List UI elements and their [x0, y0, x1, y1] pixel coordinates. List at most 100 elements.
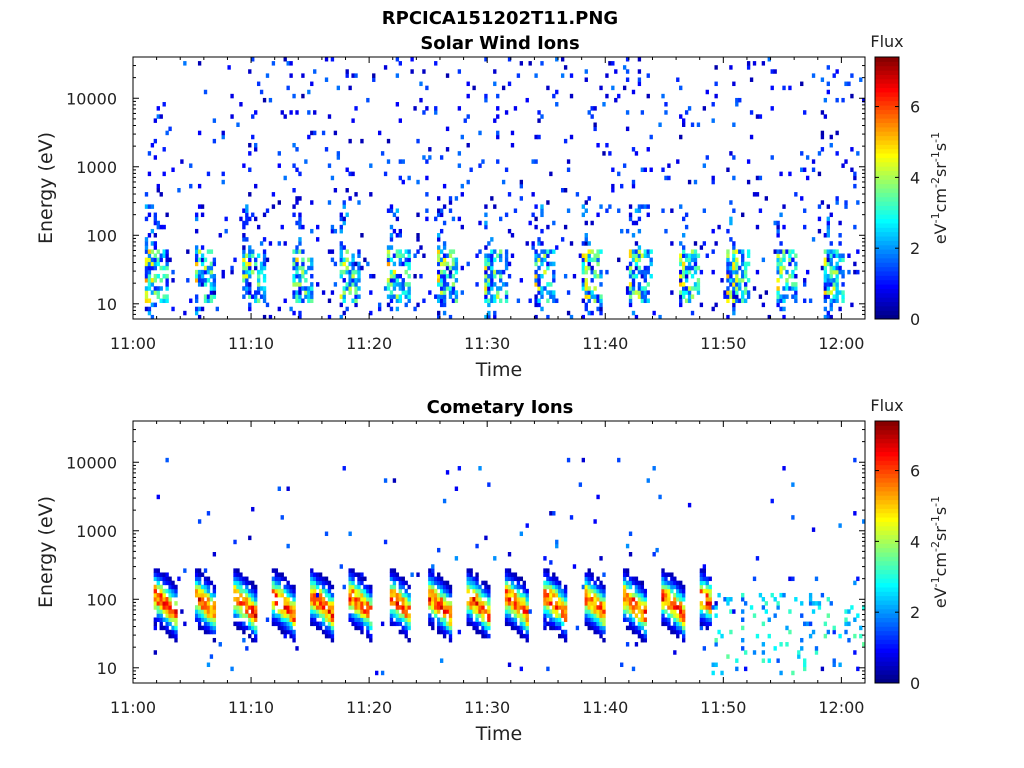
heatmap-cell — [664, 592, 668, 598]
heatmap-cell — [289, 617, 293, 622]
heatmap-cell — [820, 200, 825, 205]
heatmap-cell — [622, 580, 627, 586]
heatmap-cell — [342, 261, 346, 267]
heatmap-cell — [437, 237, 441, 242]
heatmap-cell — [805, 269, 810, 275]
heatmap-cell — [746, 261, 751, 267]
heatmap-cell — [280, 629, 284, 635]
heatmap-cell — [484, 290, 488, 295]
heatmap-cell — [676, 592, 680, 598]
colorbar-segment — [875, 591, 899, 597]
heatmap-cell — [345, 249, 349, 254]
heatmap-cell — [487, 609, 491, 614]
heatmap-cell — [808, 601, 813, 606]
colorbar-segment — [875, 490, 899, 496]
heatmap-cell — [487, 482, 491, 487]
heatmap-cell — [682, 273, 686, 279]
heatmap-cell — [552, 617, 556, 622]
heatmap-cell — [501, 282, 506, 287]
heatmap-cell — [298, 278, 302, 283]
heatmap-cell — [649, 249, 653, 254]
heatmap-cell — [431, 625, 435, 631]
heatmap-cell — [239, 216, 243, 222]
heatmap-cell — [280, 621, 284, 627]
heatmap-cell — [425, 85, 429, 91]
heatmap-cell — [640, 269, 645, 275]
heatmap-cell — [599, 580, 603, 586]
heatmap-cell — [401, 253, 405, 258]
heatmap-cell — [587, 621, 591, 627]
heatmap-cell — [280, 224, 284, 230]
heatmap-cell — [844, 617, 848, 622]
heatmap-cell — [534, 298, 538, 304]
heatmap-cell — [156, 249, 160, 254]
heatmap-cell — [354, 106, 358, 111]
heatmap-cell — [339, 212, 343, 218]
heatmap-cell — [534, 204, 538, 209]
heatmap-cell — [599, 310, 603, 316]
heatmap-cell — [466, 605, 470, 610]
heatmap-cell — [684, 257, 689, 263]
heatmap-cell — [295, 249, 299, 254]
heatmap-cell — [153, 290, 158, 295]
heatmap-cell — [242, 233, 246, 238]
heatmap-cell — [590, 621, 594, 627]
heatmap-cell — [773, 249, 777, 254]
heatmap-cell — [726, 601, 730, 606]
heatmap-cell — [242, 269, 246, 275]
heatmap-cell — [419, 81, 423, 87]
heatmap-cell — [664, 228, 668, 234]
heatmap-cell — [295, 298, 299, 304]
heatmap-cell — [569, 515, 574, 520]
heatmap-cell — [369, 601, 373, 606]
heatmap-cell — [729, 282, 733, 287]
heatmap-cell — [782, 257, 786, 263]
heatmap-cell — [820, 77, 825, 82]
heatmap-cell — [504, 609, 509, 614]
heatmap-cell — [357, 617, 361, 622]
heatmap-cell — [271, 576, 276, 582]
heatmap-cell — [354, 261, 358, 267]
heatmap-cell — [838, 233, 842, 238]
heatmap-cell — [738, 249, 742, 254]
heatmap-cell — [711, 670, 715, 676]
heatmap-cell — [251, 57, 255, 62]
heatmap-cell — [251, 621, 255, 627]
heatmap-cell — [569, 314, 574, 320]
heatmap-cell — [292, 310, 296, 316]
heatmap-cell — [826, 89, 830, 95]
heatmap-cell — [516, 73, 521, 78]
heatmap-cell — [404, 588, 408, 594]
heatmap-cell — [286, 588, 290, 594]
heatmap-cell — [377, 130, 382, 136]
heatmap-cell — [389, 306, 394, 312]
heatmap-cell — [499, 278, 503, 283]
heatmap-cell — [732, 310, 736, 316]
panel-title: Cometary Ions — [427, 397, 574, 418]
heatmap-cell — [552, 580, 556, 586]
heatmap-cell — [351, 576, 355, 582]
heatmap-cell — [156, 592, 160, 598]
heatmap-cell — [295, 294, 299, 299]
heatmap-cell — [197, 130, 202, 136]
heatmap-cell — [156, 286, 160, 291]
heatmap-cell — [469, 621, 473, 627]
heatmap-cell — [404, 613, 408, 618]
colorbar-segment — [875, 477, 899, 483]
heatmap-cell — [301, 224, 305, 230]
heatmap-cell — [534, 224, 538, 230]
heatmap-cell — [442, 241, 447, 246]
heatmap-cell — [310, 273, 314, 279]
heatmap-cell — [236, 568, 240, 573]
heatmap-cell — [593, 588, 597, 594]
heatmap-cell — [490, 249, 494, 254]
heatmap-cell — [327, 605, 332, 610]
heatmap-cell — [428, 621, 432, 627]
heatmap-cell — [631, 625, 636, 631]
heatmap-cell — [741, 294, 745, 299]
heatmap-cell — [395, 278, 400, 283]
heatmap-cell — [670, 605, 674, 610]
heatmap-cell — [590, 572, 594, 577]
heatmap-cell — [791, 515, 795, 520]
heatmap-cell — [726, 278, 730, 283]
